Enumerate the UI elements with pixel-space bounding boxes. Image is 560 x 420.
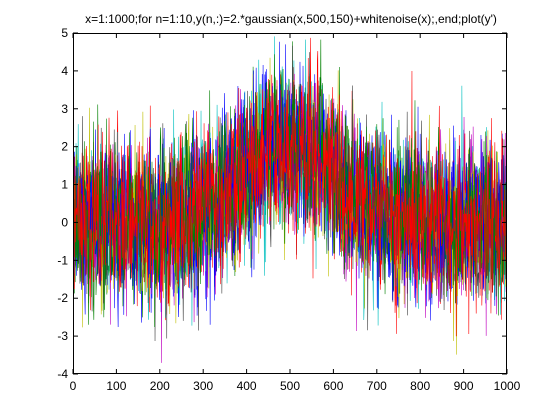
y-tick-label: 5 xyxy=(61,26,68,40)
y-tick-label: 4 xyxy=(61,64,68,78)
x-tick-label: 600 xyxy=(323,379,343,393)
x-tick-label: 400 xyxy=(237,379,257,393)
series-group xyxy=(73,36,507,363)
y-tick-label: -2 xyxy=(57,291,68,305)
ticks-group: 0 100 200 300 400 500 600 700 800 900 1000 -4 -3 -2 -1… xyxy=(57,26,520,393)
x-tick-label: 0 xyxy=(70,379,77,393)
x-tick-label: 1000 xyxy=(494,379,521,393)
y-tick-label: 2 xyxy=(61,140,68,154)
y-tick-label: 1 xyxy=(61,178,68,192)
x-tick-label: 100 xyxy=(106,379,126,393)
x-tick-label: 700 xyxy=(367,379,387,393)
x-tick-label: 900 xyxy=(454,379,474,393)
x-tick-label: 500 xyxy=(280,379,300,393)
y-tick-label: -1 xyxy=(57,253,68,267)
y-tick-label: 3 xyxy=(61,102,68,116)
x-tick-label: 800 xyxy=(410,379,430,393)
chart-title: x=1:1000;for n=1:10,y(n,:)=2.*gaussian(x… xyxy=(85,12,497,26)
series-line-10 xyxy=(73,37,507,337)
x-tick-label: 300 xyxy=(193,379,213,393)
y-tick-label: 0 xyxy=(61,215,68,229)
y-tick-label: -4 xyxy=(57,367,68,381)
x-tick-label: 200 xyxy=(150,379,170,393)
y-tick-label: -3 xyxy=(57,329,68,343)
